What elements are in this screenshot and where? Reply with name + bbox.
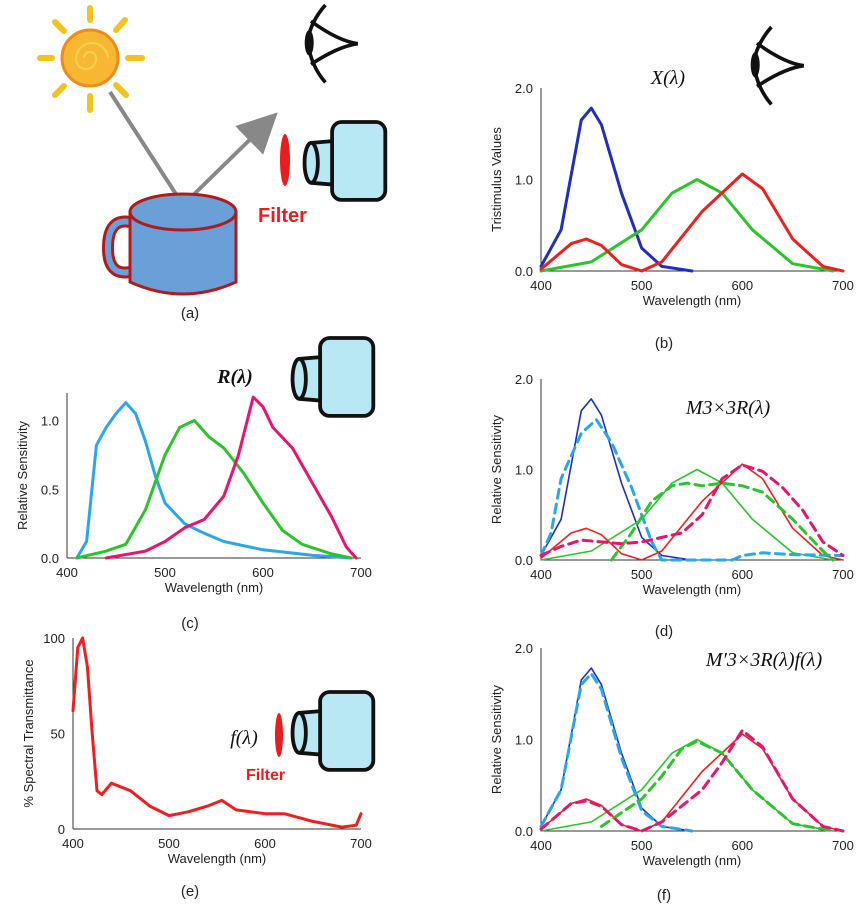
y-axis-label: Relative Sensitivity <box>489 684 504 794</box>
x-tick-label: 600 <box>731 567 753 582</box>
y-tick-label: 0.0 <box>515 264 533 279</box>
x-tick-label: 500 <box>158 836 180 851</box>
series-line-green-dashed <box>610 481 835 562</box>
x-tick-label: 400 <box>56 565 78 580</box>
series-line-green <box>539 178 835 273</box>
reflected-light-arrow <box>181 112 278 207</box>
panel-d-annotation: M3×3R(λ) <box>685 397 771 419</box>
x-tick-label: 600 <box>254 836 276 851</box>
y-tick-label: 0.0 <box>515 824 533 839</box>
y-tick-label: 1.0 <box>515 733 533 748</box>
x-tick-label: 700 <box>832 278 854 293</box>
x-tick-label: 600 <box>731 838 753 853</box>
filter-label: Filter <box>246 767 285 784</box>
y-tick-label: 2.0 <box>515 81 533 96</box>
camera-icon <box>290 336 376 418</box>
x-tick-label: 400 <box>62 836 84 851</box>
x-tick-label: 400 <box>530 838 552 853</box>
chart-c: 400 500 600 700 0.0 0.5 1.0 Wavelength (nm) Rela… <box>15 393 372 595</box>
chart-f: 400 500 600 700 0.0 1.0 2.0 Wavelength (nm) Rela… <box>489 641 854 868</box>
panel-c-caption: (c) <box>181 615 199 632</box>
panel-c-annotation: R(λ) <box>216 366 253 388</box>
y-axis-label: Tristimulus Values <box>489 127 504 232</box>
y-tick-label: 0 <box>58 822 65 837</box>
series-line-magenta <box>104 395 358 560</box>
x-tick-label: 500 <box>631 838 653 853</box>
series-line-cyan-dashed <box>539 672 694 833</box>
panel-e-annotation: f(λ) <box>230 727 258 749</box>
x-tick-label: 600 <box>731 278 753 293</box>
mug-icon <box>101 192 238 296</box>
panel-a-caption: (a) <box>181 305 199 322</box>
camera-icon <box>302 120 388 202</box>
panel-b-caption: (b) <box>655 335 673 352</box>
x-tick-label: 500 <box>154 565 176 580</box>
x-tick-label: 500 <box>631 278 653 293</box>
panel-e: 400 500 600 700 0 50 100 Wavelength (nm) % Spect… <box>21 631 376 900</box>
x-tick-label: 700 <box>832 567 854 582</box>
camera-icon <box>290 690 376 772</box>
panel-c: 400 500 600 700 0.0 0.5 1.0 Wavelength (nm) Rela… <box>15 336 376 632</box>
series-line-green <box>540 738 834 832</box>
y-tick-label: 2.0 <box>515 641 533 656</box>
incident-light-arrow <box>108 90 185 207</box>
x-axis-label: Wavelength (nm) <box>165 580 264 595</box>
series-line-red <box>540 733 844 832</box>
series-line-red <box>71 636 363 829</box>
y-axis-label: Relative Sensitivity <box>489 414 504 524</box>
x-axis-label: Wavelength (nm) <box>643 582 742 597</box>
chart-d: 400 500 600 700 0.0 1.0 2.0 Wavelength (nm) Rela… <box>489 372 854 597</box>
y-axis-label: Relative Sensitivity <box>15 420 30 530</box>
series-line-red <box>539 172 845 273</box>
series-line-magenta-dashed <box>539 463 845 557</box>
panel-f: 400 500 600 700 0.0 1.0 2.0 Wavelength (nm) Rela… <box>489 641 854 904</box>
series-line-cyan-dashed <box>539 418 845 562</box>
filter-label: Filter <box>258 205 307 227</box>
eye-icon <box>302 3 360 85</box>
x-tick-label: 400 <box>530 567 552 582</box>
panel-b: 400 500 600 700 0.0 1.0 2.0 Wavelength (nm) Tris… <box>489 25 854 352</box>
series-line-cyan <box>75 401 353 560</box>
y-tick-label: 0.0 <box>41 551 59 566</box>
x-axis-label: Wavelength (nm) <box>643 853 742 868</box>
sun-icon <box>37 5 145 113</box>
y-tick-label: 0.5 <box>41 482 59 497</box>
x-tick-label: 700 <box>832 838 854 853</box>
x-tick-label: 500 <box>631 567 653 582</box>
series-line-red <box>540 463 844 561</box>
x-tick-label: 700 <box>350 836 372 851</box>
y-tick-label: 0.0 <box>515 553 533 568</box>
panel-a: Filter (a) <box>37 3 388 322</box>
series-line-blue <box>539 106 694 273</box>
y-tick-label: 1.0 <box>41 414 59 429</box>
x-tick-label: 600 <box>252 565 274 580</box>
panel-b-annotation: X(λ) <box>650 67 686 89</box>
y-tick-label: 100 <box>43 631 65 646</box>
x-tick-label: 400 <box>530 278 552 293</box>
y-tick-label: 50 <box>51 727 65 742</box>
y-axis-label: % Spectral Transmittance <box>21 659 36 807</box>
series-line-magenta-dashed <box>539 728 845 833</box>
eye-icon <box>748 25 806 107</box>
y-tick-label: 2.0 <box>515 372 533 387</box>
panel-d: 400 500 600 700 0.0 1.0 2.0 Wavelength (nm) Rela… <box>489 372 854 640</box>
y-tick-label: 1.0 <box>515 173 533 188</box>
y-tick-label: 1.0 <box>515 463 533 478</box>
panel-e-caption: (e) <box>181 883 199 900</box>
filter-icon <box>280 134 290 186</box>
filter-icon <box>275 713 283 757</box>
panel-f-caption: (f) <box>657 887 671 904</box>
x-axis-label: Wavelength (nm) <box>643 293 742 308</box>
panel-f-annotation: M′3×3R(λ)f(λ) <box>705 649 823 671</box>
series-line-green <box>75 419 353 560</box>
x-tick-label: 700 <box>350 565 372 580</box>
chart-b: 400 500 600 700 0.0 1.0 2.0 Wavelength (nm) Tris… <box>489 81 854 308</box>
x-axis-label: Wavelength (nm) <box>168 851 267 866</box>
panel-d-caption: (d) <box>655 623 673 640</box>
chart-e: 400 500 600 700 0 50 100 Wavelength (nm) % Spect… <box>21 631 372 866</box>
series-line-green-dashed <box>599 739 835 833</box>
